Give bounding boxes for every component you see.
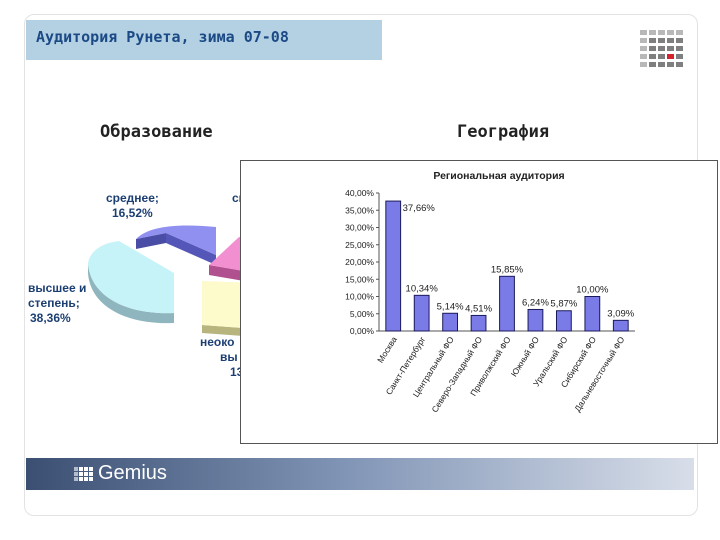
bar: [385, 200, 402, 332]
pie-slice-secondary: [136, 225, 216, 255]
pie-label-secondary-line2: 16,52%: [112, 206, 153, 220]
pie-label-higher-line2: степень;: [28, 296, 80, 310]
pie-label-incomplete: неоко вы 13: [200, 335, 243, 380]
bar-value-label: 4,51%: [465, 303, 492, 314]
pie-slice-secondary-side2: [136, 233, 166, 249]
education-pie-chart: среднее; 16,52% сп высшее и степень; 38,…: [24, 155, 256, 395]
logo-cell: [649, 46, 656, 51]
logo-cell: [658, 46, 665, 51]
pie-slice-secondary-side: [166, 233, 216, 265]
footer-logo-cell: [74, 472, 78, 476]
footer-logo-cell: [89, 472, 93, 476]
footer-logo-cell: [79, 472, 83, 476]
bar: [612, 319, 629, 332]
logo-cell: [658, 54, 665, 59]
y-tick-label: 30,00%: [345, 223, 374, 233]
bar: [470, 314, 487, 332]
gemius-grid-logo-icon: [640, 30, 683, 67]
footer-logo-cell: [74, 477, 78, 481]
bar-value-label: 15,85%: [491, 264, 524, 275]
education-heading: Образование: [100, 122, 213, 142]
footer-logo-cell: [89, 467, 93, 471]
logo-cell: [640, 30, 647, 35]
logo-cell: [676, 38, 683, 43]
category-label: Южный ФО: [509, 334, 542, 378]
logo-cell: [667, 38, 674, 43]
footer-logo-cell: [79, 467, 83, 471]
logo-cell: [640, 38, 647, 43]
category-label: Москва: [375, 335, 399, 365]
logo-cell: [667, 30, 674, 35]
logo-cell: [649, 62, 656, 67]
bar-value-label: 5,87%: [550, 299, 577, 310]
category-label: Северо-Западный ФО: [429, 334, 484, 414]
logo-cell: [640, 62, 647, 67]
bar: [527, 308, 544, 332]
bar-value-label: 37,66%: [403, 203, 436, 214]
slide-title: Аудитория Рунета, зима 07-08: [36, 28, 289, 46]
logo-cell: [667, 46, 674, 51]
regional-bar-svg: Региональная аудитория 0,00% 5,00% 10,00% 1…: [345, 170, 635, 414]
logo-cell: [658, 62, 665, 67]
y-tick-label: 10,00%: [345, 292, 374, 302]
y-tick-label: 0,00%: [350, 326, 375, 336]
y-tick-label: 15,00%: [345, 274, 374, 284]
bar: [555, 310, 572, 332]
logo-cell: [649, 38, 656, 43]
footer-bar: Gemius: [26, 458, 694, 490]
y-tick-label: 40,00%: [345, 188, 374, 198]
footer-logo-cell: [79, 477, 83, 481]
bar: [442, 312, 459, 332]
pie-label-secondary: среднее; 16,52%: [106, 191, 159, 221]
logo-cell: [640, 54, 647, 59]
logo-cell: [676, 46, 683, 51]
footer-logo-cell: [89, 477, 93, 481]
regional-bar-chart: Региональная аудитория 0,00% 5,00% 10,00% 1…: [240, 160, 718, 444]
bar-value-label: 5,14%: [437, 301, 464, 312]
pie-label-higher-line1: высшее и: [28, 281, 87, 295]
bar-chart-title: Региональная аудитория: [433, 170, 564, 182]
logo-cell: [676, 54, 683, 59]
footer-logo-cell: [84, 472, 88, 476]
pie-slice-higher: [88, 241, 174, 314]
logo-cell: [640, 46, 647, 51]
logo-cell: [658, 30, 665, 35]
pie-label-secondary-line1: среднее;: [106, 191, 159, 205]
bar: [413, 294, 430, 332]
pie-slice-higher-side: [88, 263, 174, 324]
footer-logo-cell: [84, 477, 88, 481]
logo-cell: [676, 62, 683, 67]
pie-label-incomplete-line2: вы: [220, 350, 238, 364]
bar: [584, 296, 601, 332]
y-tick-label: 20,00%: [345, 257, 374, 267]
pie-label-higher-line3: 38,36%: [30, 311, 71, 325]
pie-label-incomplete-line3: 13: [230, 365, 244, 379]
category-label: Дальневосточный ФО: [572, 334, 626, 413]
logo-cell: [667, 54, 674, 59]
pie-label-higher: высшее и степень; 38,36%: [28, 281, 86, 326]
logo-cell: [658, 38, 665, 43]
footer-logo-cell: [74, 467, 78, 471]
logo-cell: [649, 30, 656, 35]
bar-value-label: 6,24%: [522, 297, 549, 308]
logo-cell: [667, 62, 674, 67]
bar-value-label: 10,00%: [576, 285, 609, 296]
footer-logo-cell: [84, 467, 88, 471]
y-tick-label: 35,00%: [345, 205, 374, 215]
y-tick-label: 5,00%: [350, 309, 375, 319]
gemius-mark-icon: [74, 467, 93, 481]
bar-value-label: 10,34%: [406, 283, 439, 294]
geography-heading: География: [457, 122, 550, 142]
logo-cell: [649, 54, 656, 59]
y-tick-label: 25,00%: [345, 240, 374, 250]
pie-label-incomplete-line1: неоко: [200, 335, 235, 349]
logo-cell: [676, 30, 683, 35]
bar: [499, 275, 515, 332]
footer-brand: Gemius: [98, 462, 167, 484]
title-band: Аудитория Рунета, зима 07-08: [26, 20, 382, 60]
bar-value-label: 3,09%: [607, 308, 634, 319]
